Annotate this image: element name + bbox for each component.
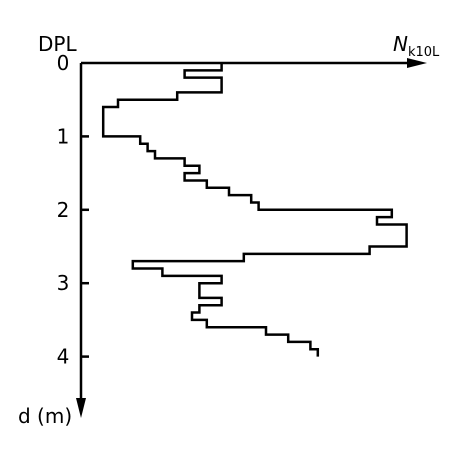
y-axis-arrowhead [76,398,86,418]
x-axis-label: Nk10L [393,32,440,60]
y-tick-label: 0 [57,51,70,75]
y-tick-label: 3 [57,271,70,295]
y-ticks: 0 1 2 3 4 [57,51,89,369]
x-axis-label-main: N [393,32,408,56]
y-axis-label: d (m) [18,404,72,428]
labels: DPL Nk10L d (m) [18,32,440,428]
x-axis-label-subscript: k10L [408,45,440,60]
y-tick-label: 2 [57,198,70,222]
y-tick-label: 1 [57,124,70,148]
series-line [101,63,408,357]
axes [76,58,427,418]
y-tick-label: 4 [57,345,70,369]
x-axis-arrowhead [407,58,427,68]
top-label: DPL [38,32,77,56]
